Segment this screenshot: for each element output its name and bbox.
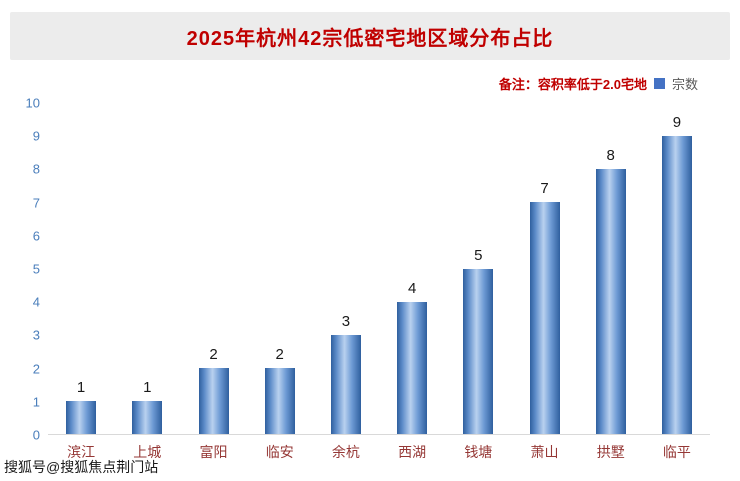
bar [595,169,626,434]
x-axis-label: 富阳 [199,444,228,460]
bar-column: 7 萧山 [511,103,577,460]
bar-value-label: 3 [341,312,351,330]
bar-column: 3 余杭 [313,103,379,460]
bars-container: 1 滨江 1 上城 2 富阳 2 临安 3 余杭 4 西湖 5 钱塘 7 萧山 8 拱墅 9 临平 [48,103,710,460]
x-axis-label: 临安 [265,444,294,460]
watermark: 搜狐号@搜狐焦点荆门站 [4,459,159,475]
x-axis-label: 拱墅 [596,444,625,460]
x-axis-label: 滨江 [67,444,96,460]
chart-area: 0 1 2 3 4 5 6 7 8 9 10 1 滨江 1 上城 2 富阳 2 临安 3 余杭 4 西湖 5 钱塘 7 萧山 8 拱墅… [18,96,710,460]
y-axis-label: 1 [32,394,40,410]
y-axis-label: 5 [32,261,40,277]
legend-note: 备注：容积率低于2.0宅地 [498,77,647,92]
y-axis-label: 10 [25,95,40,111]
y-axis-label: 7 [32,195,40,211]
legend: 备注：容积率低于2.0宅地 宗数 [499,74,698,93]
bar-value-label: 5 [474,246,483,264]
bar-value-label: 7 [540,180,549,198]
y-axis-label: 3 [32,327,40,343]
bar [132,400,163,434]
y-axis-label: 2 [32,361,40,377]
x-axis-label: 萧山 [530,444,559,460]
plot-area: 1 滨江 1 上城 2 富阳 2 临安 3 余杭 4 西湖 5 钱塘 7 萧山 8 拱墅 9 临平 [48,103,710,460]
bar-value-label: 8 [606,147,615,165]
y-axis: 0 1 2 3 4 5 6 7 8 9 10 [18,96,44,443]
x-axis-label: 余杭 [331,444,360,460]
bar-column: 5 钱塘 [445,103,511,460]
bar-column: 9 临平 [644,103,710,460]
bar-value-label: 2 [209,345,218,363]
chart-title-banner: 2025年杭州42宗低密宅地区域分布占比 [10,12,730,60]
bar-value-label: 4 [407,279,417,297]
bar-column: 2 富阳 [180,103,246,460]
x-axis-label: 钱塘 [464,444,493,460]
bar-column: 1 滨江 [48,103,114,460]
bar [198,367,229,434]
bar-column: 2 临安 [247,103,313,460]
bar-value-label: 9 [672,114,682,132]
y-axis-label: 9 [32,128,40,144]
chart-title: 2025年杭州42宗低密宅地区域分布占比 [186,27,554,50]
bar [463,268,494,434]
legend-series-label: 宗数 [671,77,698,92]
bar [529,202,560,434]
bar-column: 8 拱墅 [578,103,644,460]
bar [397,301,428,434]
bar [66,400,97,434]
x-axis-label: 西湖 [398,444,427,460]
bar-value-label: 2 [275,345,284,363]
x-axis-label: 临平 [662,444,691,460]
y-axis-label: 0 [32,427,40,443]
legend-swatch-icon [653,78,665,89]
x-axis-label: 上城 [133,444,162,460]
bar [264,367,295,434]
y-axis-label: 4 [32,294,40,310]
y-axis-label: 6 [32,228,40,244]
bar-column: 4 西湖 [379,103,445,460]
bar [661,136,692,434]
bar-value-label: 1 [76,378,86,396]
bar [330,334,361,434]
y-axis-label: 8 [32,161,40,177]
bar-column: 1 上城 [114,103,180,460]
bar-value-label: 1 [143,378,152,396]
